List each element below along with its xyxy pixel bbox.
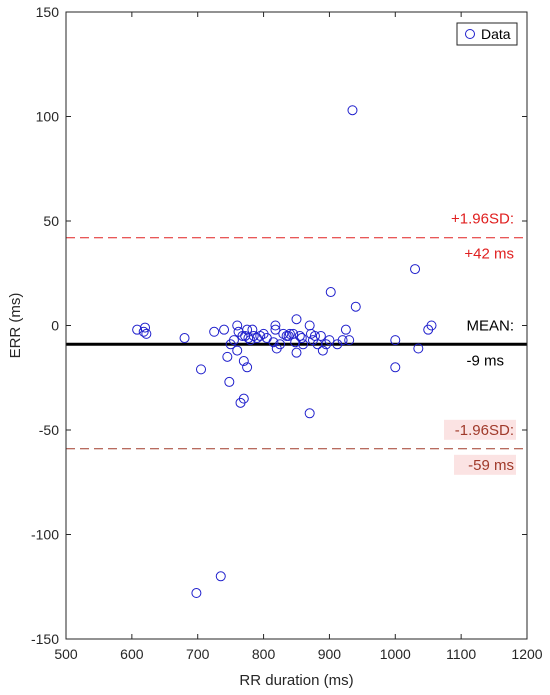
- x-axis-label: RR duration (ms): [239, 672, 353, 689]
- data-point: [196, 364, 207, 375]
- data-point: [140, 322, 151, 333]
- data-point: [270, 324, 281, 335]
- x-tick-label: 500: [54, 646, 78, 662]
- data-point: [242, 324, 253, 335]
- data-point: [219, 324, 230, 335]
- data-point: [298, 339, 309, 350]
- x-tick-label: 1200: [511, 646, 542, 662]
- y-axis: -150 -100 -50 0 50 100 150: [31, 4, 527, 647]
- data-point: [283, 330, 294, 341]
- data-point: [278, 328, 289, 339]
- lower-limit-value: -59 ms: [468, 457, 514, 474]
- legend: Data: [456, 22, 518, 46]
- data-point: [304, 408, 315, 419]
- y-tick-label: -100: [31, 527, 59, 543]
- mean-value: -9 ms: [467, 352, 505, 369]
- data-point: [228, 335, 239, 346]
- data-point: [248, 330, 259, 341]
- data-point: [191, 588, 202, 599]
- data-point: [132, 324, 143, 335]
- data-point: [242, 362, 253, 373]
- plot-area: [66, 12, 527, 639]
- y-tick-label: -150: [31, 631, 59, 647]
- data-point: [291, 314, 302, 325]
- y-tick-label: -50: [39, 422, 59, 438]
- data-point: [284, 328, 295, 339]
- data-point: [275, 339, 286, 350]
- data-point: [232, 345, 243, 356]
- data-point: [209, 326, 220, 337]
- data-point: [232, 320, 243, 331]
- mean-label: MEAN:: [466, 317, 514, 334]
- data-point: [179, 333, 190, 344]
- data-point: [347, 105, 358, 116]
- data-point: [255, 330, 266, 341]
- data-point: [344, 335, 355, 346]
- legend-label: Data: [481, 26, 511, 42]
- reference-labels: MEAN: -9 ms +1.96SD: +42 ms -1.96SD: -59 ms: [444, 211, 516, 475]
- data-point: [413, 343, 424, 354]
- x-tick-label: 1000: [380, 646, 411, 662]
- y-tick-label: 50: [43, 213, 59, 229]
- data-point: [315, 330, 326, 341]
- data-point: [350, 301, 361, 312]
- data-point: [291, 347, 302, 358]
- x-axis: 500 600 700 800 900 1000 1100 1200: [54, 12, 543, 662]
- data-points: [132, 105, 437, 599]
- data-point: [390, 362, 401, 373]
- y-tick-label: 0: [51, 318, 59, 334]
- data-point: [324, 335, 335, 346]
- data-point: [238, 393, 249, 404]
- x-tick-label: 600: [120, 646, 144, 662]
- data-point: [426, 320, 437, 331]
- legend-box: [456, 22, 518, 46]
- data-point: [215, 571, 226, 582]
- data-point: [325, 287, 336, 298]
- data-point: [337, 335, 348, 346]
- y-axis-label: ERR (ms): [7, 293, 24, 359]
- x-tick-label: 900: [318, 646, 342, 662]
- data-point: [270, 320, 281, 331]
- y-tick-label: 150: [36, 4, 60, 20]
- data-point: [390, 335, 401, 346]
- data-point: [224, 376, 235, 387]
- data-point: [340, 324, 351, 335]
- data-point: [238, 356, 249, 367]
- data-point: [294, 330, 305, 341]
- lower-limit-label-highlight: [444, 419, 516, 440]
- legend-marker-icon: [465, 29, 475, 39]
- x-tick-label: 1100: [446, 646, 476, 662]
- x-tick-label: 700: [186, 646, 210, 662]
- data-point: [410, 264, 421, 275]
- y-tick-label: 100: [36, 109, 60, 125]
- reference-lines: [66, 237, 527, 450]
- lower-limit-value-highlight: [454, 454, 516, 475]
- data-point: [138, 326, 149, 337]
- lower-limit-label: -1.96SD:: [455, 422, 514, 439]
- data-point: [268, 337, 279, 348]
- data-point: [247, 324, 258, 335]
- data-point: [222, 351, 233, 362]
- upper-limit-label: +1.96SD:: [451, 211, 514, 228]
- x-tick-label: 800: [252, 646, 276, 662]
- data-point: [141, 328, 152, 339]
- data-point: [317, 345, 328, 356]
- data-point: [304, 320, 315, 331]
- data-point: [296, 333, 307, 344]
- upper-limit-value: +42 ms: [464, 246, 514, 263]
